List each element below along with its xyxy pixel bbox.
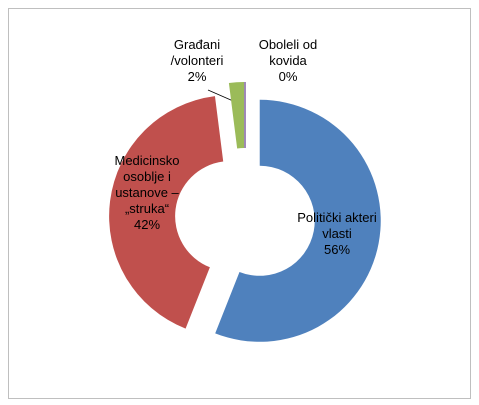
donut-segment [228,82,245,149]
category-label: Oboleli od kovida [258,37,318,68]
donut-segment [215,99,381,342]
value-label: 42% [133,217,161,232]
category-label: Politički akteri vlasti [297,210,377,241]
chart-border [8,8,471,399]
value-label: 0% [278,69,298,84]
donut-segment [109,96,224,329]
value-label: 2% [187,69,207,84]
value-label: 56% [323,242,351,257]
category-label: Građani /volonteri [170,37,224,68]
category-label: Medicinsko osoblje i ustanove – „struka“ [114,153,180,216]
